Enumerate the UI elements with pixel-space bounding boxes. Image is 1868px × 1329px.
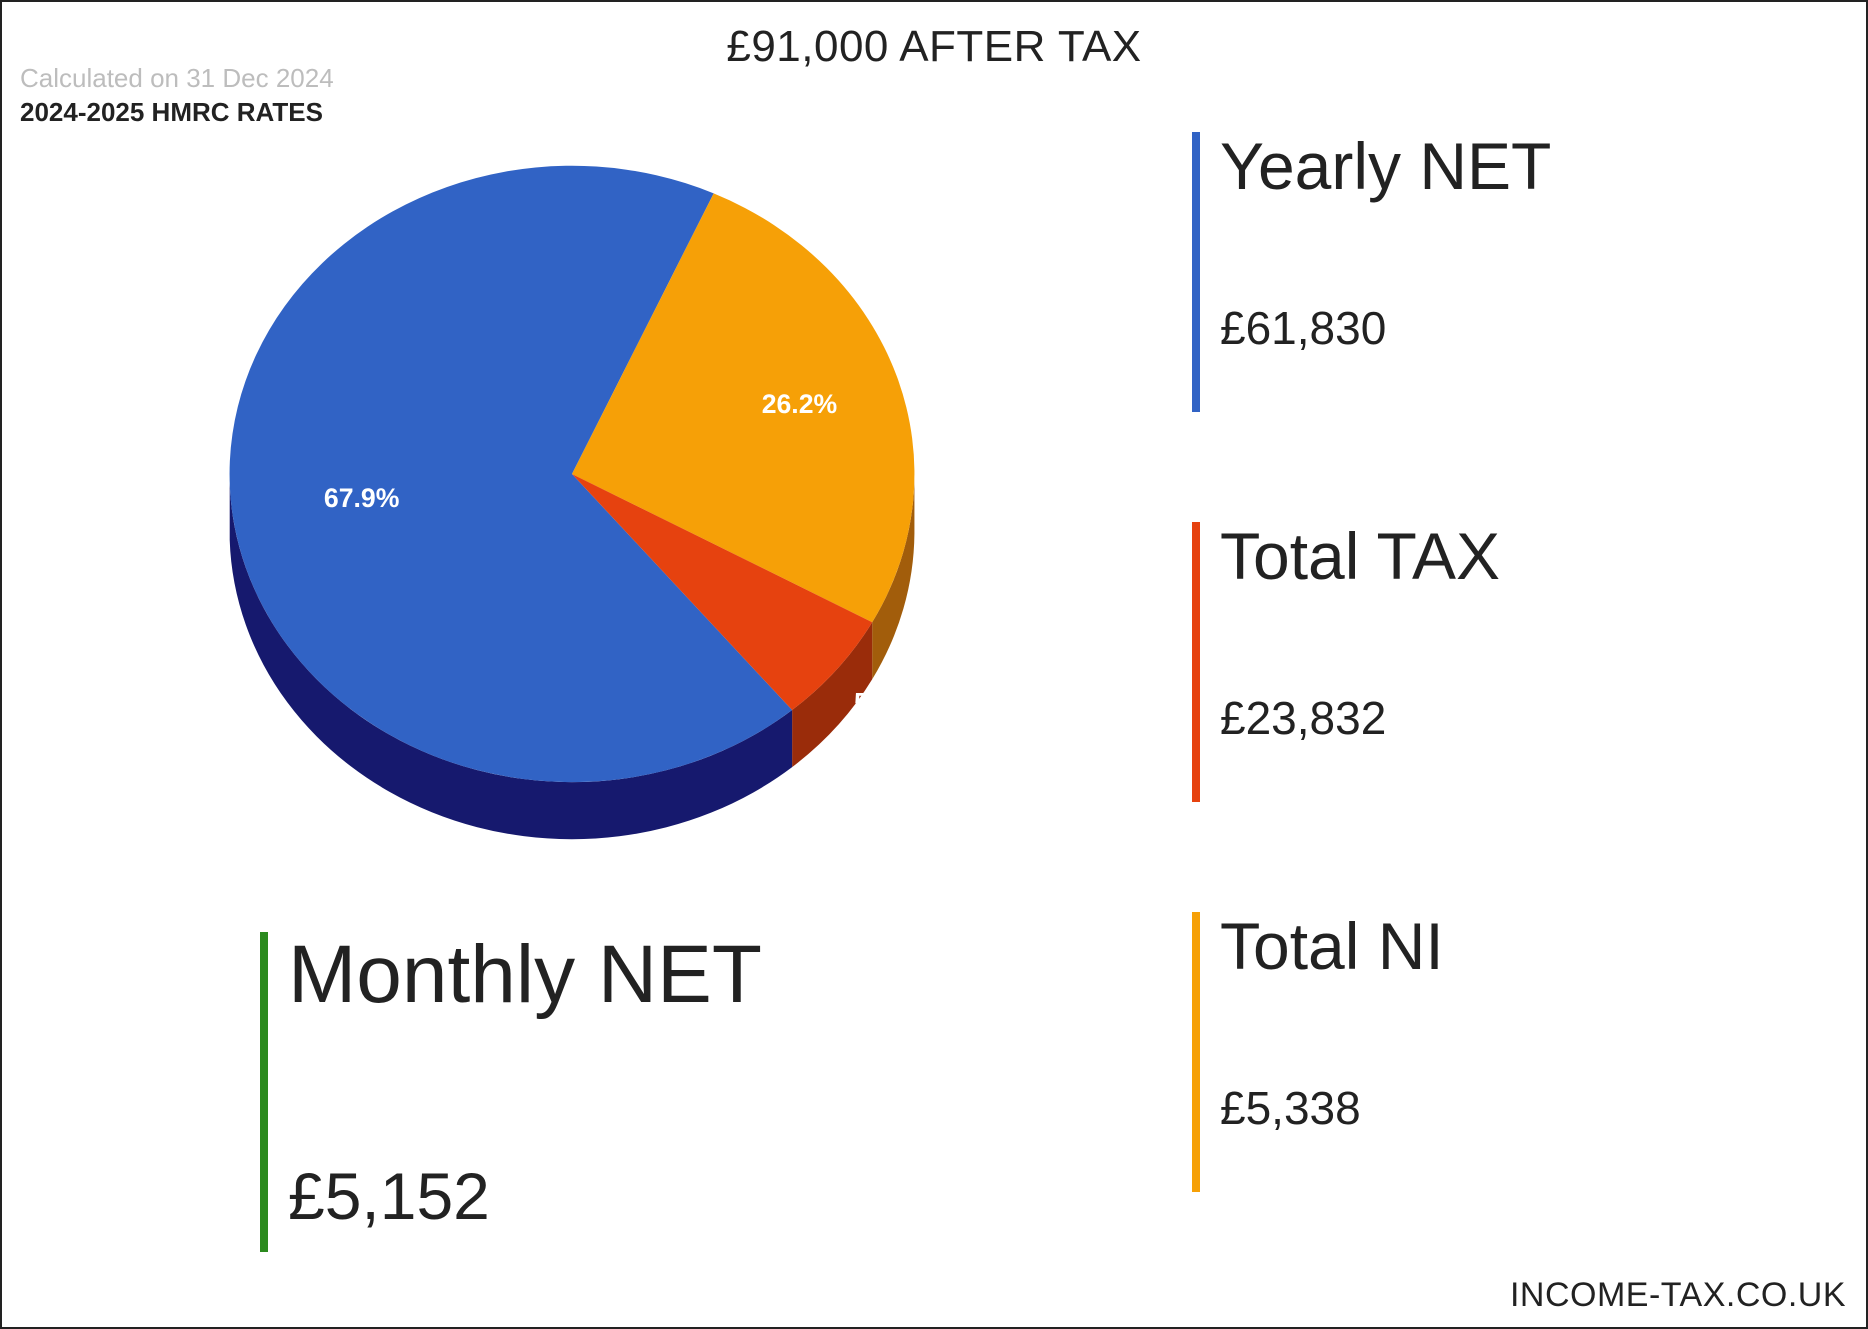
footer-source: INCOME-TAX.CO.UK — [1510, 1276, 1846, 1315]
stat-total-ni: Total NI £5,338 — [1192, 912, 1752, 1192]
infographic-frame: £91,000 AFTER TAX Calculated on 31 Dec 2… — [0, 0, 1868, 1329]
stat-label: Total NI — [1220, 912, 1752, 981]
stat-label: Yearly NET — [1220, 132, 1752, 201]
stat-bar — [1192, 912, 1200, 1192]
stat-value: £5,152 — [288, 1158, 960, 1234]
pie-svg: 67.9% 26.2% 5.9% — [182, 122, 962, 902]
stat-bar — [260, 932, 268, 1252]
pie-label-ni: 5.9% — [854, 688, 915, 718]
stat-monthly-net: Monthly NET £5,152 — [260, 932, 960, 1252]
stat-value: £5,338 — [1220, 1081, 1752, 1135]
stat-yearly-net: Yearly NET £61,830 — [1192, 132, 1752, 412]
stat-bar — [1192, 132, 1200, 412]
stat-total-tax: Total TAX £23,832 — [1192, 522, 1752, 802]
stat-value: £23,832 — [1220, 691, 1752, 745]
calculated-on-text: Calculated on 31 Dec 2024 — [20, 62, 334, 96]
pie-chart: 67.9% 26.2% 5.9% — [182, 122, 962, 902]
pie-label-net: 67.9% — [324, 483, 400, 513]
meta-block: Calculated on 31 Dec 2024 2024-2025 HMRC… — [20, 62, 334, 130]
stat-label: Monthly NET — [288, 932, 960, 1018]
pie-label-tax: 26.2% — [762, 389, 838, 419]
stat-value: £61,830 — [1220, 301, 1752, 355]
stat-label: Total TAX — [1220, 522, 1752, 591]
stat-bar — [1192, 522, 1200, 802]
